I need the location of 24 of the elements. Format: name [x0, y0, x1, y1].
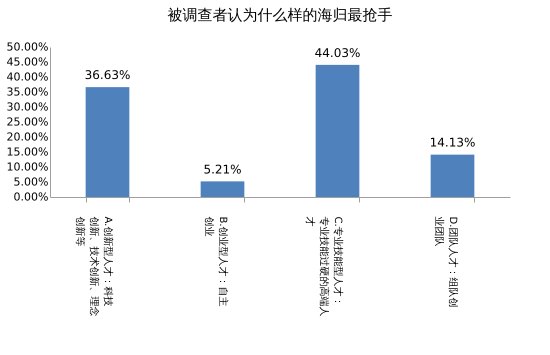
y-tick-label: 20.00%	[6, 130, 48, 144]
bar	[200, 181, 244, 197]
y-tick-label: 0.00%	[14, 190, 48, 204]
data-label: 44.03%	[314, 46, 360, 60]
y-tick-label: 25.00%	[6, 116, 48, 128]
data-label: 14.13%	[430, 136, 476, 150]
x-tick-label: D.团队人才：组队创业团队	[433, 216, 459, 308]
bar	[86, 87, 130, 197]
y-tick-label: 45.00%	[6, 56, 48, 68]
y-tick-label: 50.00%	[6, 40, 48, 54]
data-label: 5.21%	[203, 162, 242, 176]
y-tick-label: 15.00%	[6, 146, 48, 158]
x-tick-label: B.创业型人才：自主创业	[203, 216, 229, 307]
x-tick-label: A.创新型人才：科技创新、技术创新、理念创新等	[74, 216, 114, 316]
y-tick-label: 10.00%	[6, 160, 48, 174]
chart-title: 被调查者认为什么样的海归最抢手	[168, 6, 392, 24]
y-tick-label: 5.00%	[14, 176, 48, 188]
bar	[316, 64, 360, 197]
x-tick-label: C.专业技能型人才：专业技能过硬的高端人才	[304, 216, 344, 316]
y-tick-label: 40.00%	[6, 70, 48, 84]
bar	[430, 154, 474, 197]
y-tick-label: 35.00%	[6, 86, 48, 98]
data-label: 36.63%	[84, 68, 130, 82]
y-tick-label: 30.00%	[6, 100, 48, 114]
